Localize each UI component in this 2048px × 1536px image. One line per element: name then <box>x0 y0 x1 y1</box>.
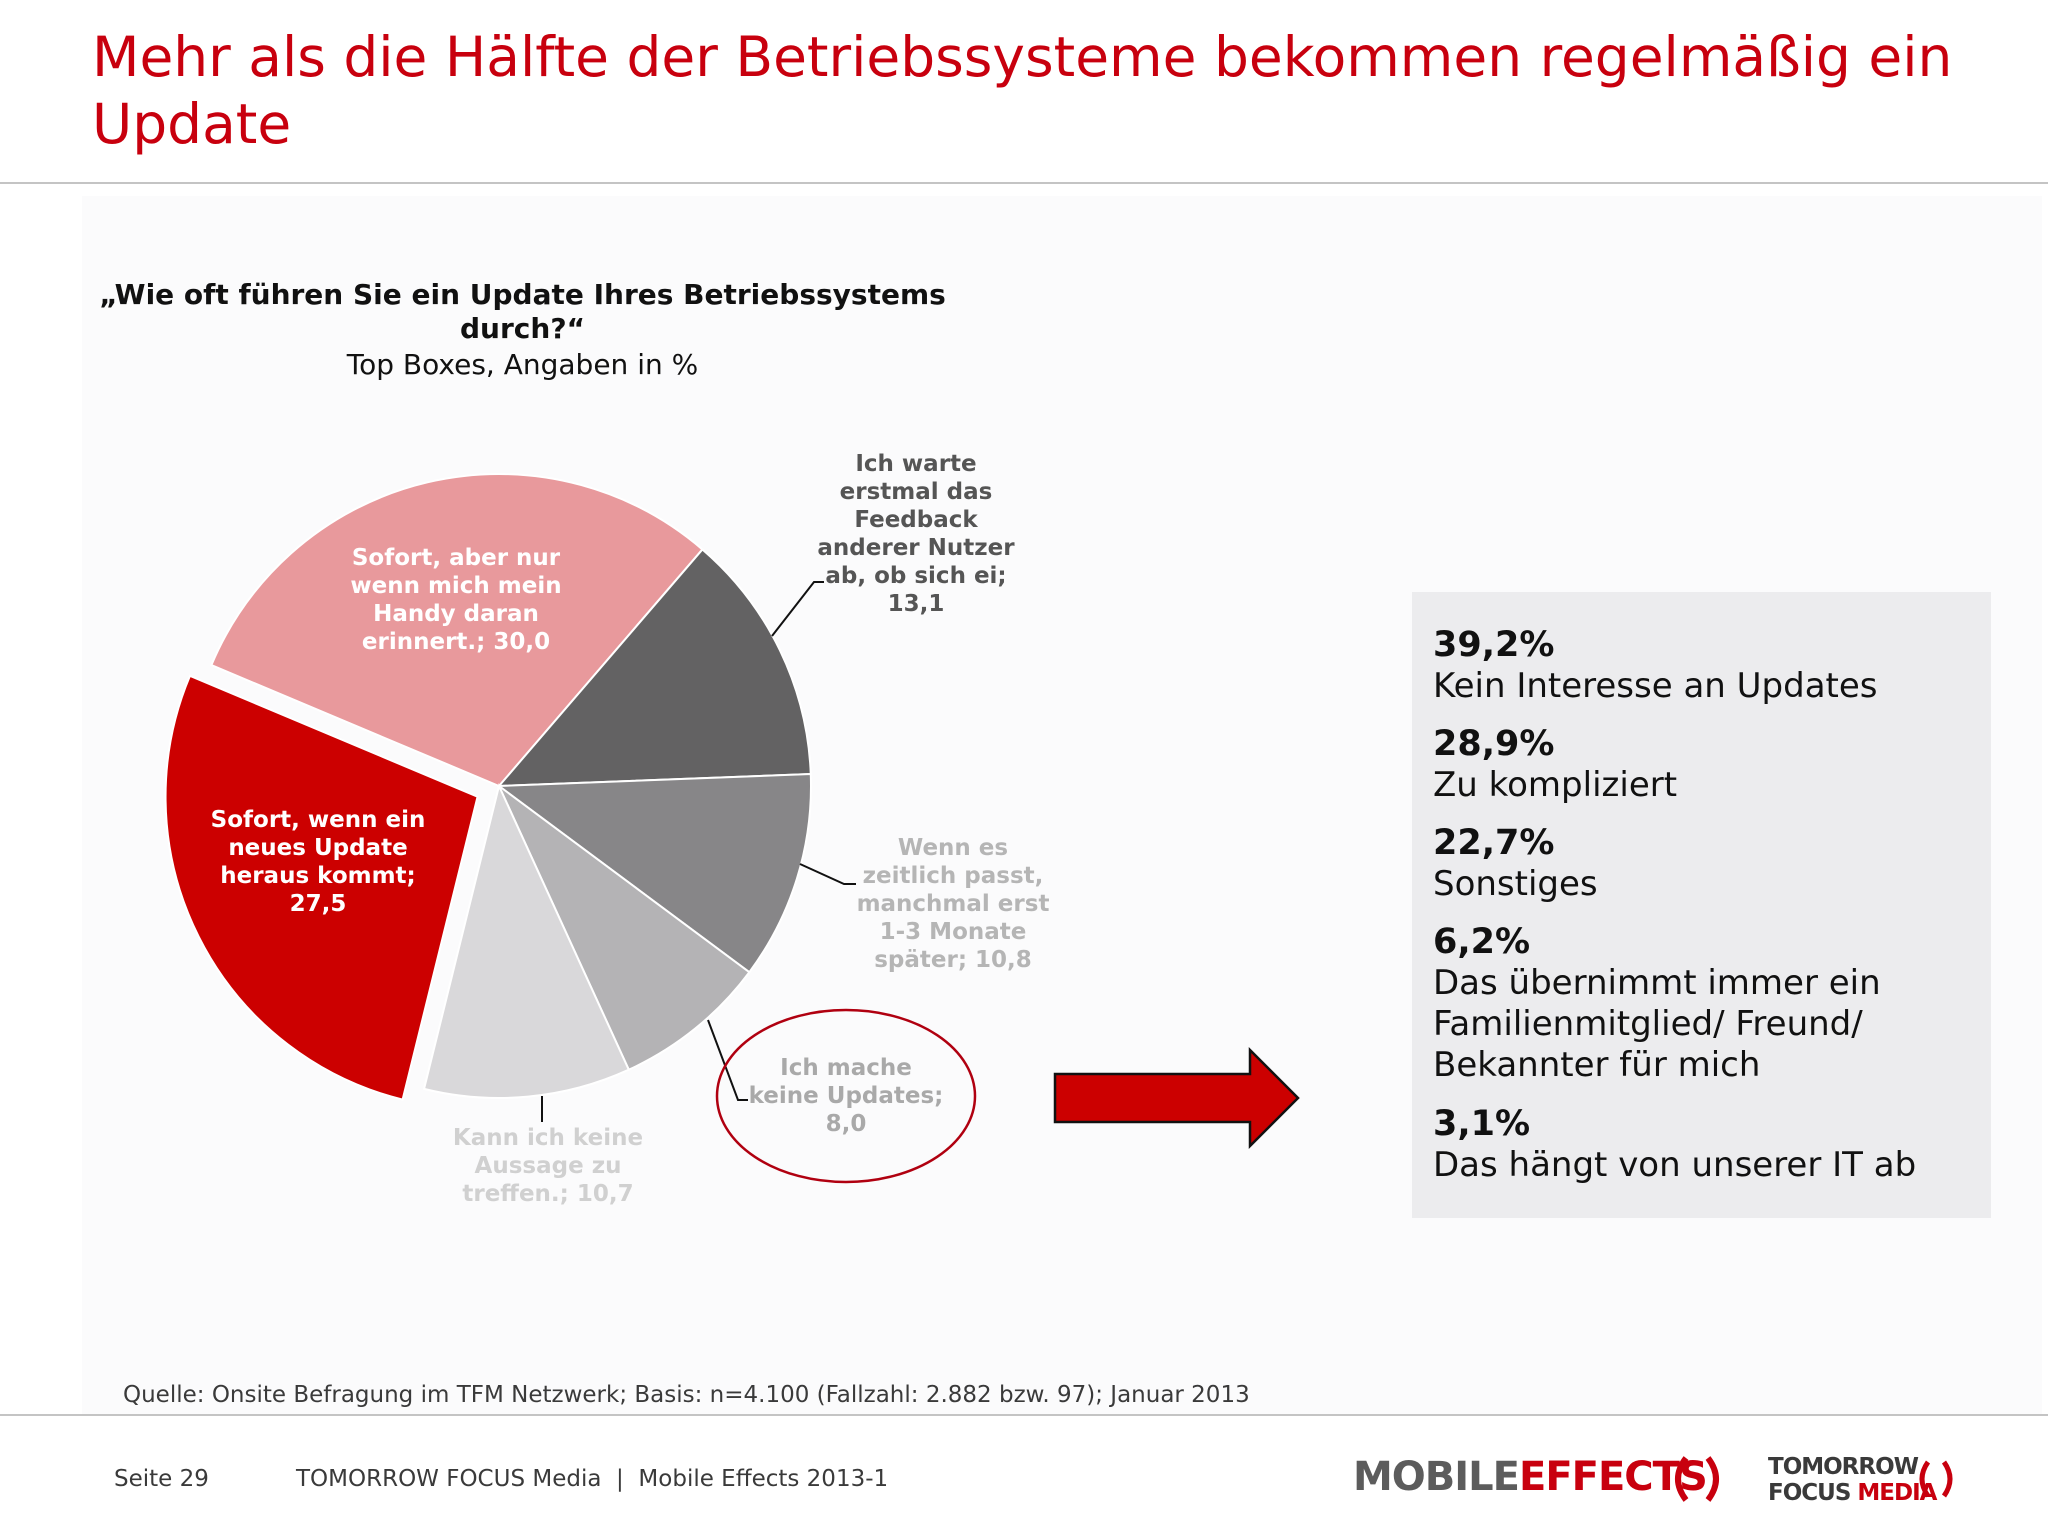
leader-line-keine-updates <box>707 1019 748 1101</box>
logo-word-focus: FOCUS <box>1768 1480 1851 1506</box>
chart-title: „Wie oft führen Sie ein Update Ihres Bet… <box>99 278 946 345</box>
tfm-logo-mark <box>1919 1460 1953 1498</box>
pie-slice-2 <box>496 773 812 974</box>
reason-item: 39,2% Kein Interesse an Updates <box>1433 624 1878 707</box>
reason-percent: 39,2% <box>1433 625 1555 665</box>
footer-meta: TOMORROW FOCUS Media | Mobile Effects 20… <box>296 1466 889 1492</box>
header-rule <box>0 182 2048 184</box>
logo-word-mobile: MOBILE <box>1353 1454 1520 1500</box>
mobile-effects-logo-mark <box>1675 1456 1719 1502</box>
mobile-effects-logo: MOBILEEFFECTS <box>1353 1452 1708 1502</box>
reason-percent: 3,1% <box>1433 1104 1531 1144</box>
chart-subtitle: Top Boxes, Angaben in % <box>346 348 699 381</box>
logo-line-tomorrow: TOMORROW <box>1768 1454 1919 1480</box>
pie-slice-3 <box>498 785 751 1072</box>
reason-percent: 28,9% <box>1433 724 1555 764</box>
page-title: Mehr als die Hälfte der Betriebssysteme … <box>92 25 1953 156</box>
reason-item: 28,9% Zu kompliziert <box>1433 723 1677 806</box>
slice-label-keine-aussage: Kann ich keine Aussage zu treffen.; 10,7 <box>452 1125 644 1207</box>
pie-slices <box>164 473 812 1101</box>
page-number: Seite 29 <box>114 1466 209 1492</box>
slice-label-spaeter: Wenn es zeitlich passt, manchmal erst 1-… <box>856 835 1050 973</box>
reason-text: Zu kompliziert <box>1433 765 1678 805</box>
reason-item: 6,2% Das übernimmt immer ein Familienmit… <box>1433 921 1953 1086</box>
leader-lines <box>541 581 856 1122</box>
pie-slice-0 <box>210 473 704 788</box>
right-arrow-icon <box>1053 1046 1300 1150</box>
pie-slice-1 <box>496 548 812 788</box>
reason-text: Kein Interesse an Updates <box>1433 666 1878 706</box>
reason-item: 3,1% Das hängt von unserer IT ab <box>1433 1103 1916 1186</box>
slice-label-keine-updates: Ich mache keine Updates; 8,0 <box>748 1055 944 1137</box>
reasons-box <box>1412 592 1991 1218</box>
tomorrow-focus-media-logo: TOMORROW FOCUS MEDIA <box>1768 1454 1937 1506</box>
pie-slice-4 <box>422 782 631 1099</box>
reason-text: Das übernimmt immer ein Familienmitglied… <box>1433 963 1881 1085</box>
reason-item: 22,7% Sonstiges <box>1433 822 1598 905</box>
footer-rule <box>0 1414 2048 1416</box>
leader-line-spaeter <box>799 863 856 885</box>
highlight-ellipse <box>715 1008 977 1184</box>
slice-label-sofort: Sofort, wenn ein neues Update heraus kom… <box>210 807 426 917</box>
leader-line-feedback <box>771 581 824 637</box>
reason-percent: 22,7% <box>1433 823 1555 863</box>
slice-label-erinnert: Sofort, aber nur wenn mich mein Handy da… <box>350 545 562 655</box>
source-note: Quelle: Onsite Befragung im TFM Netzwerk… <box>123 1382 1250 1408</box>
reason-text: Sonstiges <box>1433 864 1598 904</box>
slice-label-feedback: Ich warte erstmal das Feedback anderer N… <box>817 451 1015 617</box>
reason-text: Das hängt von unserer IT ab <box>1433 1145 1917 1185</box>
pie-slice-5 <box>164 674 479 1101</box>
reason-percent: 6,2% <box>1433 922 1531 962</box>
